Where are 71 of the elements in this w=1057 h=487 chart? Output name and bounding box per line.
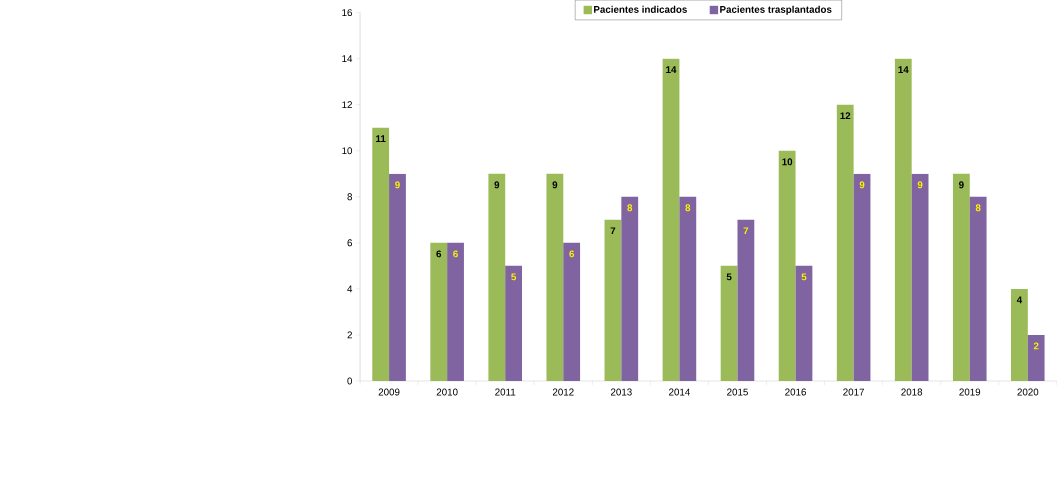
bar	[952, 173, 970, 382]
data-label: 8	[975, 204, 981, 212]
y-tick-label: 2	[347, 331, 352, 339]
bar	[662, 58, 680, 382]
y-tick-label: 8	[347, 193, 353, 201]
data-label: 11	[376, 135, 386, 143]
x-tick-label: 2018	[901, 388, 923, 396]
bar	[505, 265, 523, 382]
data-label: 6	[436, 250, 442, 258]
bar	[911, 173, 929, 382]
data-label: 6	[569, 250, 575, 258]
data-label: 5	[801, 273, 807, 281]
x-tick-label: 2012	[552, 388, 574, 396]
bar	[604, 219, 622, 382]
data-label: 9	[552, 181, 558, 189]
bar	[488, 173, 506, 382]
bar	[389, 173, 406, 382]
x-tick-label: 2019	[959, 388, 981, 396]
x-tick-label: 2013	[610, 388, 632, 396]
bar	[679, 196, 697, 382]
legend-label: Pacientes indicados	[594, 5, 687, 13]
bar	[546, 173, 564, 382]
y-tick-label: 4	[347, 285, 353, 293]
data-label: 10	[782, 158, 793, 166]
data-label: 4	[1016, 296, 1023, 304]
bar	[447, 242, 464, 382]
data-label: 7	[743, 227, 749, 235]
data-label: 8	[685, 204, 691, 212]
data-label: 12	[840, 112, 851, 120]
data-label: 6	[453, 250, 458, 258]
x-tick-label: 2010	[436, 388, 458, 396]
data-label: 9	[395, 181, 400, 189]
bar	[894, 58, 912, 382]
legend-label: Pacientes trasplantados	[720, 5, 832, 15]
x-tick-label: 2020	[1017, 388, 1039, 396]
x-tick-label: 2009	[378, 388, 400, 396]
y-tick-label: 6	[347, 239, 353, 247]
data-label: 5	[511, 273, 517, 281]
bar	[836, 104, 854, 382]
data-label: 9	[859, 181, 865, 189]
bar	[372, 127, 390, 382]
y-tick-label: 16	[342, 9, 353, 17]
y-tick-label: 10	[342, 147, 353, 155]
bar	[1027, 334, 1045, 382]
bar	[969, 196, 987, 382]
x-tick-label: 2016	[785, 388, 806, 396]
bar	[737, 219, 755, 382]
x-tick-label: 2011	[495, 388, 516, 396]
bar	[1011, 288, 1028, 382]
x-tick-label: 2017	[843, 388, 864, 396]
data-label: 8	[627, 204, 633, 212]
bar	[795, 265, 813, 382]
y-tick-label: 14	[342, 55, 353, 63]
y-tick-label: 0	[347, 377, 353, 385]
data-label: 2	[1033, 342, 1039, 350]
bar	[720, 265, 738, 382]
data-label: 14	[898, 66, 909, 74]
bar	[430, 242, 448, 382]
bar	[563, 242, 581, 382]
x-tick-label: 2014	[669, 388, 690, 396]
data-label: 14	[666, 66, 677, 74]
y-tick-label: 12	[342, 101, 352, 109]
data-label: 9	[494, 181, 500, 189]
x-tick-label: 2015	[727, 388, 748, 396]
data-label: 9	[917, 181, 923, 189]
bar	[621, 196, 639, 382]
data-label: 7	[610, 227, 616, 235]
data-label: 5	[726, 273, 732, 281]
bar	[853, 173, 871, 382]
data-label: 9	[958, 181, 964, 189]
bar	[778, 150, 796, 382]
